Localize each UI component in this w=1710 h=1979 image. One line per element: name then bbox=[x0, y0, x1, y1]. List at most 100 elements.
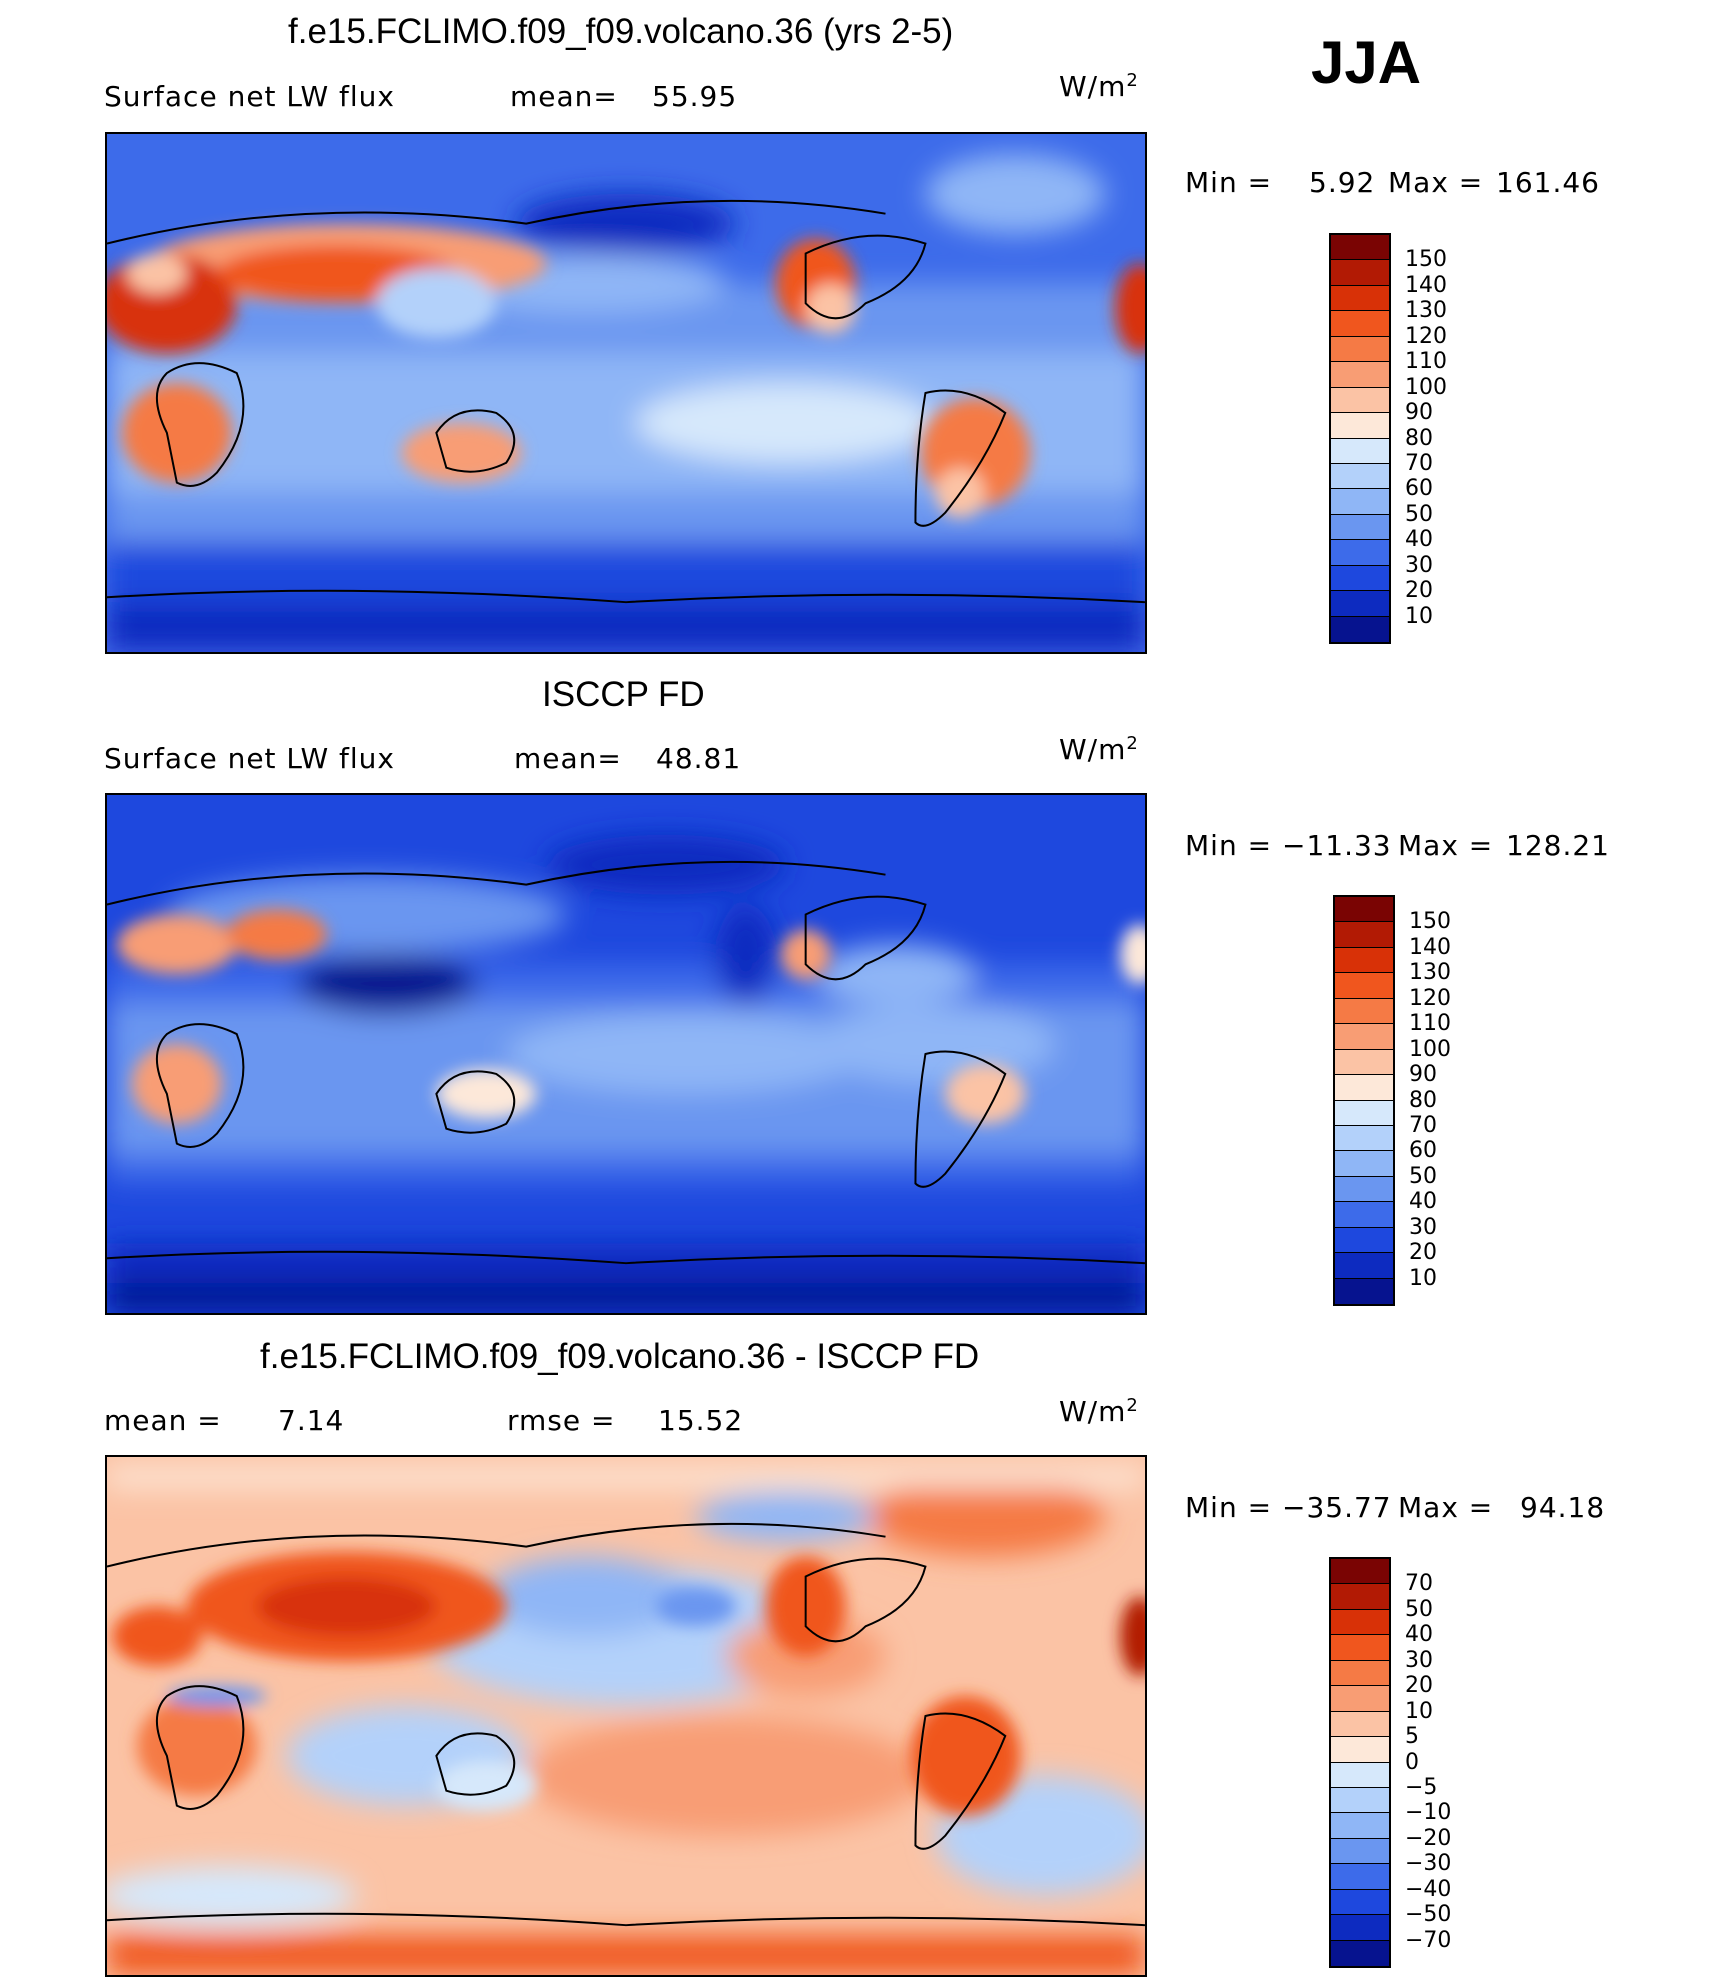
colorbar-tick-label: 5 bbox=[1405, 1724, 1419, 1750]
colorbar-tick-label: 30 bbox=[1405, 1647, 1433, 1673]
colorbar-tick-label: −20 bbox=[1405, 1825, 1452, 1851]
colorbar-tick-label: −10 bbox=[1405, 1800, 1452, 1826]
colorbar-tick-label: −40 bbox=[1405, 1876, 1452, 1902]
panel-2-title: ISCCP FD bbox=[542, 675, 705, 714]
colorbar-tick-label: 150 bbox=[1405, 247, 1447, 273]
colorbar-swatch bbox=[1335, 1202, 1393, 1228]
colorbar-tick-label: 10 bbox=[1405, 603, 1433, 629]
colorbar-tick-label: 130 bbox=[1405, 298, 1447, 324]
panel-3-rmse-value: 15.52 bbox=[658, 1404, 744, 1437]
colorbar-swatch bbox=[1331, 260, 1389, 286]
panel-1-min-value: 5.92 bbox=[1309, 166, 1376, 199]
colorbar-swatch bbox=[1335, 1151, 1393, 1177]
colorbar-swatch bbox=[1331, 1609, 1389, 1636]
colorbar-swatch bbox=[1335, 897, 1393, 923]
panel-1-min-label: Min = bbox=[1185, 166, 1273, 199]
colorbar-swatch bbox=[1335, 1024, 1393, 1050]
panel-2-units: W/m2 bbox=[1059, 733, 1139, 767]
colorbar-swatch bbox=[1331, 1813, 1389, 1839]
panel-2-mean-value: 48.81 bbox=[656, 742, 742, 775]
panel-1-variable-label: Surface net LW flux bbox=[104, 80, 395, 113]
colorbar-tick-label: 70 bbox=[1405, 1571, 1433, 1597]
colorbar-swatch bbox=[1331, 463, 1389, 490]
season-label: JJA bbox=[1311, 29, 1422, 96]
colorbar-swatch bbox=[1331, 1762, 1389, 1788]
colorbar-swatch bbox=[1331, 1889, 1389, 1916]
panel-1-mean-label: mean= bbox=[510, 80, 618, 113]
colorbar-swatch bbox=[1335, 947, 1393, 974]
colorbar-swatch bbox=[1331, 1864, 1389, 1890]
colorbar-tick-label: 20 bbox=[1405, 578, 1433, 604]
colorbar-swatch bbox=[1335, 1253, 1393, 1279]
panel-2-min-label: Min = bbox=[1185, 829, 1273, 862]
colorbar-swatch bbox=[1331, 1787, 1389, 1814]
panel-1-map bbox=[105, 132, 1147, 654]
panel-1-units: W/m2 bbox=[1059, 70, 1139, 104]
colorbar-swatch bbox=[1331, 1711, 1389, 1738]
panel-3-max-label: Max = bbox=[1398, 1491, 1494, 1524]
colorbar-tick-label: 20 bbox=[1409, 1240, 1437, 1266]
colorbar-swatch bbox=[1331, 1660, 1389, 1687]
panel-3-mean-label: mean = bbox=[104, 1404, 222, 1437]
colorbar-swatch bbox=[1335, 922, 1393, 948]
colorbar-tick-label: 120 bbox=[1405, 323, 1447, 349]
panel-2-max-label: Max = bbox=[1398, 829, 1494, 862]
colorbar-tick-label: 140 bbox=[1409, 934, 1451, 960]
colorbar-swatch bbox=[1331, 1915, 1389, 1941]
colorbar-swatch bbox=[1331, 1584, 1389, 1610]
colorbar-swatch bbox=[1331, 336, 1389, 363]
colorbar-swatch bbox=[1331, 387, 1389, 414]
panel-2-map bbox=[105, 793, 1147, 1315]
colorbar-swatch bbox=[1331, 311, 1389, 337]
colorbar-swatch bbox=[1335, 1100, 1393, 1126]
panel-3-title: f.e15.FCLIMO.f09_f09.volcano.36 - ISCCP … bbox=[260, 1337, 980, 1376]
colorbar-tick-label: 110 bbox=[1409, 1011, 1451, 1037]
colorbar-swatch bbox=[1331, 413, 1389, 439]
colorbar-tick-label: 50 bbox=[1405, 501, 1433, 527]
colorbar-tick-label: 140 bbox=[1405, 272, 1447, 298]
colorbar-swatch bbox=[1335, 998, 1393, 1025]
colorbar-swatch bbox=[1331, 235, 1389, 261]
colorbar-tick-label: 90 bbox=[1405, 400, 1433, 426]
colorbar-swatch bbox=[1331, 591, 1389, 617]
panel-2-variable-label: Surface net LW flux bbox=[104, 742, 395, 775]
colorbar-swatch bbox=[1331, 1737, 1389, 1763]
colorbar-swatch bbox=[1335, 1227, 1393, 1254]
colorbar-swatch bbox=[1331, 489, 1389, 515]
colorbar-tick-label: 50 bbox=[1409, 1163, 1437, 1189]
colorbar-swatch bbox=[1331, 438, 1389, 464]
colorbar-tick-label: −30 bbox=[1405, 1851, 1452, 1877]
colorbar-tick-label: 80 bbox=[1409, 1087, 1437, 1113]
colorbar-tick-label: 100 bbox=[1405, 374, 1447, 400]
colorbar-tick-label: 50 bbox=[1405, 1596, 1433, 1622]
colorbar-tick-label: 130 bbox=[1409, 960, 1451, 986]
colorbar-swatch bbox=[1331, 1686, 1389, 1712]
panel-3-colorbar bbox=[1329, 1557, 1391, 1968]
colorbar-swatch bbox=[1331, 565, 1389, 592]
colorbar-tick-label: −5 bbox=[1405, 1774, 1438, 1800]
panel-1-title: f.e15.FCLIMO.f09_f09.volcano.36 (yrs 2-5… bbox=[288, 12, 954, 51]
colorbar-swatch bbox=[1331, 514, 1389, 541]
colorbar-swatch bbox=[1331, 1838, 1389, 1865]
panel-1-max-label: Max = bbox=[1388, 166, 1484, 199]
colorbar-swatch bbox=[1335, 1075, 1393, 1101]
colorbar-swatch bbox=[1331, 362, 1389, 388]
panel-3-min-value: −35.77 bbox=[1282, 1491, 1392, 1524]
colorbar-tick-label: 20 bbox=[1405, 1673, 1433, 1699]
colorbar-tick-label: 70 bbox=[1405, 450, 1433, 476]
colorbar-swatch bbox=[1331, 1940, 1389, 1966]
panel-1-colorbar bbox=[1329, 233, 1391, 644]
colorbar-swatch bbox=[1331, 616, 1389, 642]
colorbar-swatch bbox=[1335, 1125, 1393, 1152]
colorbar-swatch bbox=[1335, 1278, 1393, 1304]
colorbar-tick-label: 30 bbox=[1409, 1214, 1437, 1240]
colorbar-tick-label: 40 bbox=[1405, 1622, 1433, 1648]
colorbar-tick-label: 60 bbox=[1409, 1138, 1437, 1164]
colorbar-tick-label: 0 bbox=[1405, 1749, 1419, 1775]
colorbar-tick-label: 110 bbox=[1405, 349, 1447, 375]
panel-2-max-value: 128.21 bbox=[1506, 829, 1610, 862]
colorbar-tick-label: 10 bbox=[1409, 1265, 1437, 1291]
colorbar-tick-label: 80 bbox=[1405, 425, 1433, 451]
colorbar-swatch bbox=[1335, 1049, 1393, 1076]
colorbar-swatch bbox=[1331, 285, 1389, 312]
